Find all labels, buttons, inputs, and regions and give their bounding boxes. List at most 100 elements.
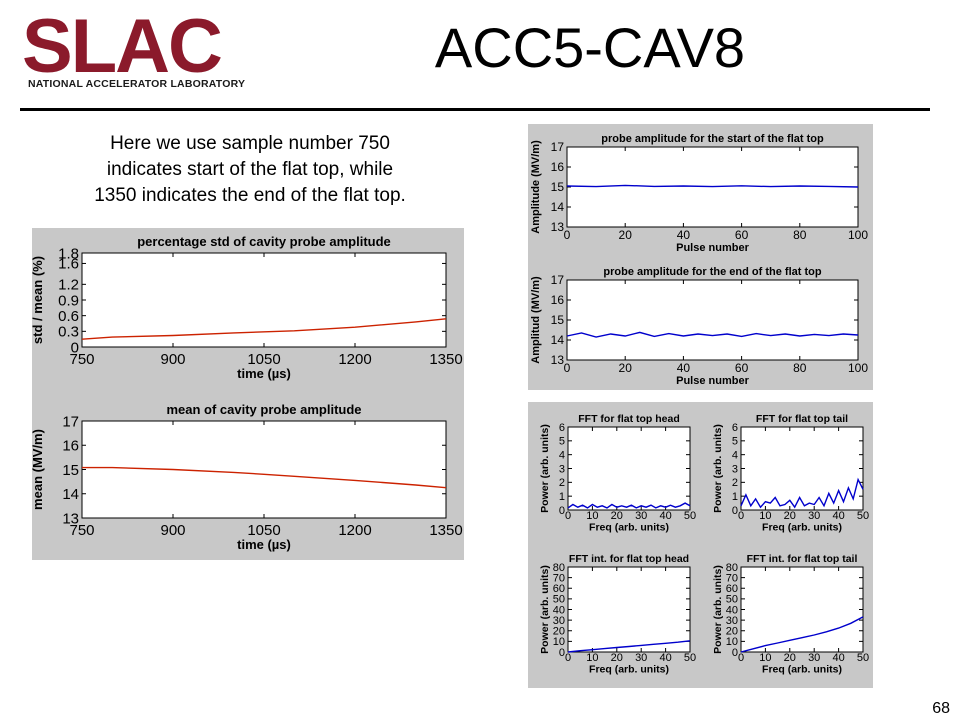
x-tick-label: 0 xyxy=(738,510,744,522)
y-tick-label: 70 xyxy=(553,572,565,584)
y-axis-label: Power (arb. units) xyxy=(712,424,724,513)
chart-title: mean of cavity probe amplitude xyxy=(166,402,361,417)
description-line: 1350 indicates the end of the flat top. xyxy=(94,185,406,206)
chart-title: probe amplitude for the end of the flat … xyxy=(603,266,821,278)
y-tick-label: 3 xyxy=(559,463,565,475)
x-tick-label: 30 xyxy=(808,652,820,664)
y-tick-label: 60 xyxy=(553,583,565,595)
y-tick-label: 20 xyxy=(553,626,565,638)
y-tick-label: 17 xyxy=(62,413,79,430)
x-tick-label: 40 xyxy=(832,652,844,664)
x-tick-label: 900 xyxy=(160,522,185,539)
x-tick-label: 1350 xyxy=(429,351,462,368)
y-tick-label: 30 xyxy=(726,615,738,627)
y-tick-label: 15 xyxy=(62,462,79,479)
x-tick-label: 40 xyxy=(832,510,844,522)
x-tick-label: 80 xyxy=(793,361,807,375)
x-tick-label: 100 xyxy=(848,228,868,242)
y-tick-label: 70 xyxy=(726,572,738,584)
series-line xyxy=(81,318,447,340)
y-tick-label: 80 xyxy=(553,562,565,574)
y-tick-label: 16 xyxy=(551,293,565,307)
y-tick-label: 30 xyxy=(553,615,565,627)
y-tick-label: 0 xyxy=(71,339,79,356)
x-tick-label: 20 xyxy=(784,652,796,664)
y-tick-label: 10 xyxy=(553,636,565,648)
x-tick-label: 40 xyxy=(659,510,671,522)
y-tick-label: 13 xyxy=(551,353,565,367)
y-axis-label: Amplitude (MV/m) xyxy=(530,140,542,234)
y-tick-label: 14 xyxy=(551,333,565,347)
chart-title: probe amplitude for the start of the fla… xyxy=(601,133,824,145)
chart-probe-start: 0 20 40 60 80 100 13 14 15 16 17 probe amplitude fo… xyxy=(530,133,868,254)
x-axis-label: Pulse number xyxy=(676,375,749,387)
description-line: Here we use sample number 750 xyxy=(110,133,390,154)
x-tick-label: 60 xyxy=(735,361,749,375)
chart-title: FFT for flat top head xyxy=(578,413,680,425)
x-axis-label: time (µs) xyxy=(237,537,291,552)
y-tick-label: 17 xyxy=(551,140,565,154)
title-rule xyxy=(20,108,930,111)
series-line xyxy=(567,502,691,509)
plot-area xyxy=(567,426,691,511)
x-axis-label: Freq (arb. units) xyxy=(589,522,669,534)
x-tick-label: 40 xyxy=(677,361,691,375)
x-tick-label: 1200 xyxy=(338,351,371,368)
y-tick-label: 2 xyxy=(732,477,738,489)
y-tick-label: 6 xyxy=(559,422,565,434)
y-tick-label: 0.3 xyxy=(58,324,79,341)
y-tick-label: 0 xyxy=(732,505,738,517)
series-line xyxy=(740,477,864,509)
x-tick-label: 1350 xyxy=(429,522,462,539)
slac-wordmark: SLAC xyxy=(22,4,223,89)
x-tick-label: 0 xyxy=(565,652,571,664)
x-axis-label: Freq (arb. units) xyxy=(762,664,842,676)
y-axis-label: Amplitud (MV/m) xyxy=(530,276,542,364)
y-tick-label: 15 xyxy=(551,180,565,194)
x-tick-label: 50 xyxy=(684,652,696,664)
x-tick-label: 10 xyxy=(586,652,598,664)
y-tick-label: 50 xyxy=(726,594,738,606)
x-tick-label: 750 xyxy=(69,351,94,368)
y-tick-label: 50 xyxy=(553,594,565,606)
y-tick-label: 1.2 xyxy=(58,277,79,294)
chart-mean-amplitude: 750 900 1050 1200 1350 13 14 15 16 17 mean of cavi… xyxy=(32,402,463,552)
y-tick-label: 3 xyxy=(732,463,738,475)
y-tick-label: 0 xyxy=(559,647,565,659)
slide-title: ACC5-CAV8 xyxy=(434,16,746,79)
x-tick-label: 20 xyxy=(619,361,633,375)
x-tick-label: 0 xyxy=(738,652,744,664)
chart-title: FFT int. for flat top head xyxy=(569,553,689,565)
x-tick-label: 40 xyxy=(677,228,691,242)
description-line: indicates start of the flat top, while xyxy=(106,159,394,180)
left-plot-svg: 750 900 1050 1200 1350 00.30.60.91.2 1.61.8 per… xyxy=(32,234,463,552)
y-tick-label: 10 xyxy=(726,636,738,648)
x-tick-label: 1050 xyxy=(247,522,280,539)
x-axis-label: Pulse number xyxy=(676,242,749,254)
y-axis-label: Power (arb. units) xyxy=(712,565,724,654)
plot-area xyxy=(740,566,864,653)
y-tick-label: 4 xyxy=(732,450,738,462)
x-tick-label: 750 xyxy=(69,522,94,539)
y-tick-label: 0 xyxy=(732,647,738,659)
page-number: 68 xyxy=(932,700,950,717)
y-tick-label: 14 xyxy=(62,486,79,503)
x-tick-label: 50 xyxy=(857,652,869,664)
chart-probe-end: 0 20 40 60 80 100 13 14 15 16 17 probe amplitude fo… xyxy=(530,266,868,387)
y-tick-label: 0.6 xyxy=(58,308,79,325)
description: Here we use sample number 750 indicates … xyxy=(40,131,460,209)
plot-area xyxy=(81,420,447,519)
x-tick-label: 10 xyxy=(759,652,771,664)
right-top-plot-panel: 0 20 40 60 80 100 13 14 15 16 17 probe amplitude fo… xyxy=(528,124,873,390)
y-tick-label: 0 xyxy=(559,505,565,517)
x-tick-label: 60 xyxy=(735,228,749,242)
y-tick-label: 5 xyxy=(732,436,738,448)
x-tick-label: 20 xyxy=(611,510,623,522)
y-tick-label: 16 xyxy=(62,438,79,455)
plot-area xyxy=(567,566,691,653)
y-tick-label: 80 xyxy=(726,562,738,574)
